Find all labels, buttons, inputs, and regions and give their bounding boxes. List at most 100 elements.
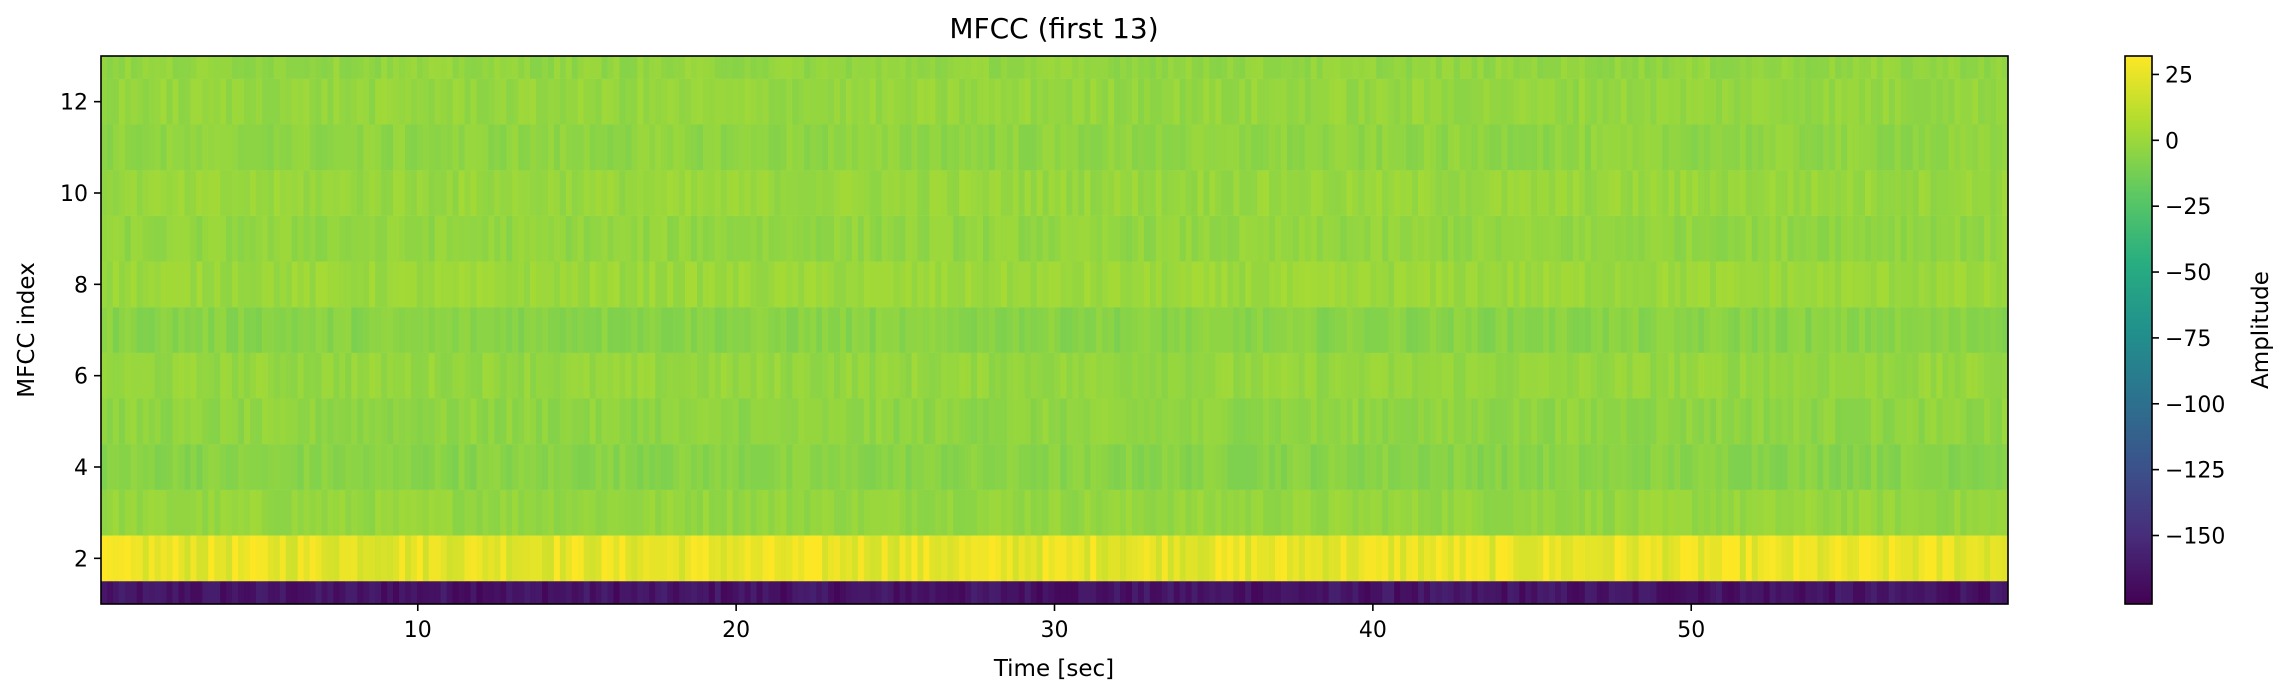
heatmap-cell <box>524 535 531 582</box>
heatmap-cell <box>1668 444 1675 490</box>
heatmap-cell <box>101 444 108 490</box>
heatmap-cell <box>929 535 936 582</box>
heatmap-cell <box>1567 170 1574 216</box>
heatmap-cell <box>202 352 209 399</box>
heatmap-cell <box>655 444 662 490</box>
heatmap-cell <box>851 78 859 125</box>
heatmap-cell <box>619 215 627 262</box>
heatmap-cell <box>553 170 561 216</box>
heatmap-cell <box>1894 489 1902 536</box>
heatmap-cell <box>577 398 585 445</box>
heatmap-cell <box>1269 78 1276 125</box>
heatmap-cell <box>1668 489 1675 536</box>
heatmap-cell <box>1948 307 1955 353</box>
heatmap-cell <box>637 535 644 582</box>
heatmap-cell <box>774 535 781 582</box>
heatmap-cell <box>1859 535 1866 582</box>
heatmap-cell <box>1519 352 1526 399</box>
heatmap-cell <box>524 124 531 171</box>
heatmap-cell <box>1763 535 1771 582</box>
heatmap-cell <box>255 78 263 125</box>
heatmap-cell <box>893 307 901 353</box>
heatmap-cell <box>1227 170 1234 216</box>
heatmap-cell <box>1048 352 1056 399</box>
heatmap-cell <box>309 78 317 125</box>
heatmap-cell <box>1936 261 1944 308</box>
heatmap-cell <box>1310 215 1318 262</box>
heatmap-cell <box>881 215 889 262</box>
heatmap-cell <box>726 352 734 399</box>
heatmap-cell <box>1274 124 1282 171</box>
heatmap-cell <box>1376 78 1383 125</box>
heatmap-cell <box>1781 535 1789 582</box>
heatmap-cell <box>1084 307 1091 353</box>
heatmap-cell <box>124 307 132 353</box>
heatmap-cell <box>1602 170 1610 216</box>
heatmap-cell <box>398 398 406 445</box>
heatmap-cell <box>1000 124 1008 171</box>
heatmap-cell <box>977 124 984 171</box>
colorbar-tick-label: −75 <box>2165 327 2211 352</box>
heatmap-cell <box>1030 124 1038 171</box>
y-axis-label: MFCC index <box>14 262 40 397</box>
heatmap-cell <box>1012 124 1020 171</box>
heatmap-cell <box>1423 489 1431 536</box>
heatmap-cell <box>1596 261 1604 308</box>
heatmap-cell <box>1489 398 1497 445</box>
heatmap-cell <box>470 444 478 490</box>
heatmap-cell <box>679 261 686 308</box>
heatmap-cell <box>130 124 138 171</box>
heatmap-cell <box>1990 124 1997 171</box>
heatmap-cell <box>1418 78 1425 125</box>
heatmap-cell <box>148 352 156 399</box>
heatmap-cell <box>1388 261 1395 308</box>
heatmap-cell <box>101 170 108 216</box>
heatmap-cell <box>142 307 150 353</box>
heatmap-cell <box>1167 56 1175 79</box>
heatmap-cell <box>1209 444 1217 490</box>
heatmap-cell <box>464 352 472 399</box>
heatmap-cell <box>1626 489 1634 536</box>
heatmap-cell <box>553 78 561 125</box>
heatmap-cell <box>1590 78 1598 125</box>
heatmap-cell <box>1316 398 1324 445</box>
heatmap-cell <box>434 261 442 308</box>
heatmap-cell <box>482 78 489 125</box>
heatmap-cell <box>1185 398 1193 445</box>
heatmap-cell <box>1465 261 1473 308</box>
heatmap-cell <box>1692 535 1699 582</box>
heatmap-cell <box>971 56 978 79</box>
heatmap-cell <box>1662 215 1669 262</box>
heatmap-cell <box>1245 398 1252 445</box>
heatmap-cell <box>1322 444 1330 490</box>
heatmap-cell <box>1686 261 1693 308</box>
heatmap-cell <box>1835 307 1842 353</box>
heatmap-cell <box>834 261 841 308</box>
heatmap-cell <box>714 56 722 79</box>
heatmap-cell <box>422 398 430 445</box>
heatmap-cell <box>393 307 400 353</box>
heatmap-cell <box>929 444 936 490</box>
heatmap-cell <box>1197 398 1205 445</box>
heatmap-cell <box>1948 535 1955 582</box>
heatmap-cell <box>1477 535 1485 582</box>
heatmap-cell <box>553 352 561 399</box>
heatmap-cell <box>607 489 615 536</box>
heatmap-cell <box>1102 535 1109 582</box>
heatmap-cell <box>649 352 656 399</box>
heatmap-cell <box>1316 56 1324 79</box>
heatmap-cell <box>553 489 561 536</box>
heatmap-cell <box>1167 78 1175 125</box>
heatmap-cell <box>1465 307 1473 353</box>
heatmap-cell <box>1084 489 1091 536</box>
heatmap-cell <box>166 78 174 125</box>
heatmap-cell <box>1406 489 1413 536</box>
heatmap-cell <box>1829 78 1836 125</box>
heatmap-cell <box>1715 489 1723 536</box>
heatmap-cell <box>1817 56 1824 79</box>
heatmap-cell <box>953 444 960 490</box>
heatmap-cell <box>357 489 364 536</box>
heatmap-cell <box>208 170 215 216</box>
heatmap-cell <box>1155 170 1163 216</box>
heatmap-cell <box>1966 215 1973 262</box>
